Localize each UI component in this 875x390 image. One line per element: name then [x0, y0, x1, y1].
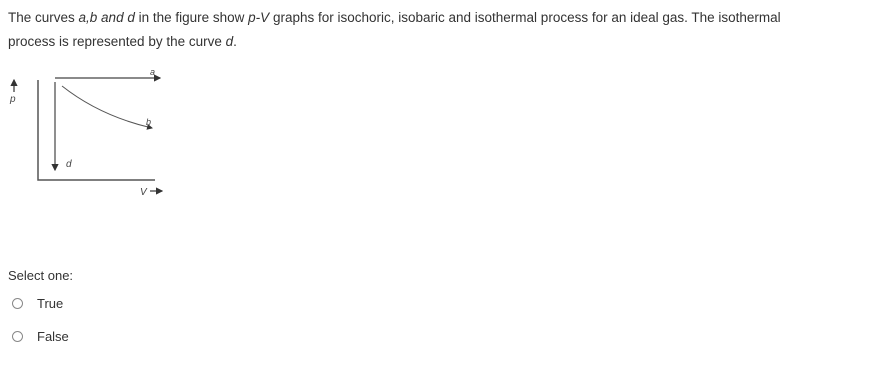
axes [37, 80, 155, 181]
text: a,b and d [78, 10, 135, 25]
radio[interactable] [12, 331, 23, 342]
label-p: p [9, 94, 16, 105]
text: in the figure show [134, 10, 249, 25]
text: graphs for isochoric, isobaric and isoth… [269, 10, 781, 25]
label-a: a [150, 67, 155, 77]
option-label[interactable]: False [37, 329, 69, 344]
question-line: The curves a,b and d in the figure show … [8, 10, 781, 25]
text: . [233, 34, 237, 49]
text: p-V [248, 10, 270, 25]
text: process is represented by the curve [8, 34, 226, 49]
label-b: b [146, 117, 151, 127]
pv-figure: a b d p V [9, 67, 164, 198]
label-d: d [66, 159, 72, 170]
radio[interactable] [12, 298, 23, 309]
label-v: V [140, 187, 148, 198]
prompt: Select one: [8, 268, 74, 283]
question-line: process is represented by the curve d. [8, 34, 237, 49]
option-label[interactable]: True [37, 296, 64, 311]
text: The curves [8, 10, 79, 25]
option[interactable]: False [12, 329, 69, 344]
text: d [225, 34, 234, 49]
curve-b [61, 85, 153, 130]
option[interactable]: True [12, 296, 63, 311]
